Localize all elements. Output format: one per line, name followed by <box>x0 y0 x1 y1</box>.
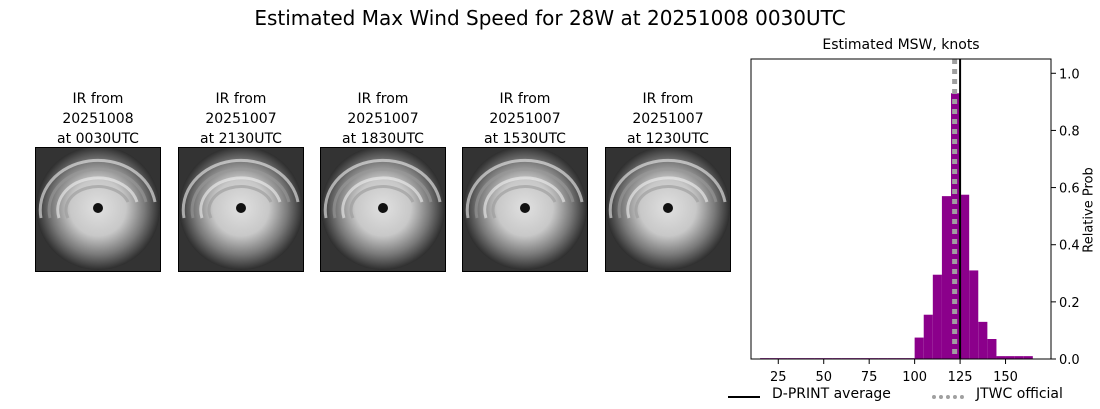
y-tick-label: 0.4 <box>1059 239 1080 254</box>
histogram-bar <box>996 356 1006 359</box>
histogram-bar <box>951 93 961 360</box>
y-axis-label: Relative Prob <box>1081 167 1097 253</box>
histogram-bar <box>1014 356 1024 359</box>
histogram-bar <box>1023 356 1033 359</box>
x-tick-label: 125 <box>948 370 973 385</box>
histogram-bar <box>923 314 933 359</box>
x-tick-label: 100 <box>902 370 927 385</box>
ir-panel-title: IR from 20251007 at 1830UTC <box>310 89 456 149</box>
ir-title-line1: IR from <box>72 91 124 107</box>
ir-title-line1: IR from <box>215 91 267 107</box>
ir-title-line1: IR from <box>499 91 551 107</box>
plot-frame <box>750 58 1052 360</box>
ir-satellite-image <box>320 147 446 272</box>
y-tick-label: 0.2 <box>1059 296 1080 311</box>
ir-title-line1: IR from <box>642 91 694 107</box>
ir-title-time: at 1530UTC <box>484 131 566 147</box>
histogram-bar <box>941 196 951 359</box>
histogram-bar <box>960 194 970 359</box>
y-tick-label: 0.8 <box>1059 124 1080 139</box>
ir-title-time: at 1230UTC <box>627 131 709 147</box>
ir-title-date: 20251007 <box>347 111 419 127</box>
legend-swatch-dprint <box>728 396 760 398</box>
ir-panel-title: IR from 20251008 at 0030UTC <box>25 89 171 149</box>
ir-panel-title: IR from 20251007 at 1530UTC <box>452 89 598 149</box>
ir-panel-title: IR from 20251007 at 1230UTC <box>595 89 741 149</box>
ir-title-line1: IR from <box>357 91 409 107</box>
ir-panel-title: IR from 20251007 at 2130UTC <box>168 89 314 149</box>
histogram-bar <box>1005 356 1015 359</box>
ir-satellite-image <box>178 147 304 272</box>
ir-title-date: 20251007 <box>205 111 277 127</box>
y-tick-label: 1.0 <box>1059 67 1080 82</box>
ir-title-time: at 1830UTC <box>342 131 424 147</box>
figure-title: Estimated Max Wind Speed for 28W at 2025… <box>254 6 846 30</box>
x-tick-label: 150 <box>993 370 1018 385</box>
ir-title-date: 20251008 <box>62 111 134 127</box>
legend-swatch-jtwc <box>932 395 964 399</box>
legend-label-dprint: D-PRINT average <box>772 386 891 402</box>
histogram-bar <box>932 274 942 359</box>
histogram-bar <box>914 337 924 359</box>
ir-satellite-image <box>605 147 731 272</box>
ir-title-date: 20251007 <box>632 111 704 127</box>
ir-title-time: at 0030UTC <box>57 131 139 147</box>
ir-satellite-image <box>35 147 161 272</box>
chart-title: Estimated MSW, knots <box>822 37 980 53</box>
legend-label-jtwc: JTWC official <box>976 386 1063 402</box>
histogram-bar <box>969 270 979 359</box>
ir-title-date: 20251007 <box>489 111 561 127</box>
y-tick-label: 0.0 <box>1059 353 1080 368</box>
histogram-bar <box>987 339 997 359</box>
x-tick-label: 50 <box>815 370 832 385</box>
histogram-bar <box>978 321 988 359</box>
ir-title-time: at 2130UTC <box>200 131 282 147</box>
x-tick-label: 25 <box>770 370 787 385</box>
ir-satellite-image <box>462 147 588 272</box>
x-tick-label: 75 <box>861 370 878 385</box>
y-tick-label: 0.6 <box>1059 182 1080 197</box>
